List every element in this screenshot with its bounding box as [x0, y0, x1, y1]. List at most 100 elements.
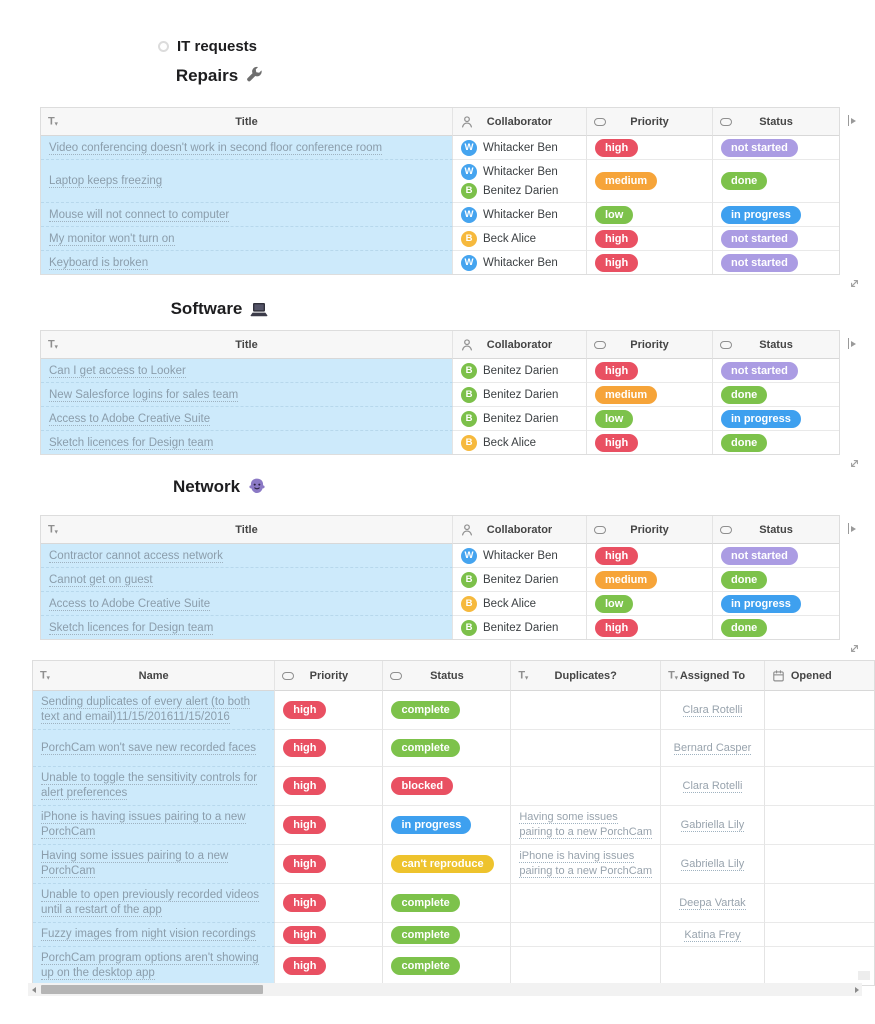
row-name-link[interactable]: Unable to toggle the sensitivity control… [41, 772, 258, 800]
status-cell[interactable]: in progress [713, 203, 839, 227]
status-cell[interactable]: not started [713, 544, 839, 568]
horizontal-scrollbar[interactable] [28, 983, 862, 996]
collaborator-cell[interactable]: B Beck Alice [453, 227, 587, 251]
assigned-to-link[interactable]: Bernard Casper [673, 742, 752, 755]
status-cell[interactable]: in progress [713, 592, 839, 616]
opened-cell[interactable] [764, 691, 874, 730]
collaborator-cell[interactable]: W Whitacker Ben [453, 203, 587, 227]
title-cell[interactable]: Access to Adobe Creative Suite [41, 592, 453, 616]
column-header-priority[interactable]: Priority [587, 516, 713, 544]
title-cell[interactable]: Contractor cannot access network [41, 544, 453, 568]
column-header-priority[interactable]: Priority [587, 108, 713, 136]
row-name-link[interactable]: Sending duplicates of every alert (to bo… [41, 696, 251, 724]
column-header-collaborator[interactable]: Collaborator [453, 108, 587, 136]
status-cell[interactable]: done [713, 568, 839, 592]
collaborator-cell[interactable]: B Benitez Darien [453, 616, 587, 639]
collaborator-cell[interactable]: W Whitacker Ben [453, 136, 587, 160]
add-column-icon[interactable] [848, 337, 856, 350]
status-cell[interactable]: can't reproduce [383, 845, 512, 884]
column-header-status[interactable]: Status [383, 661, 512, 691]
opened-cell[interactable] [764, 884, 874, 923]
assigned-to-cell[interactable]: Deepa Vartak [661, 884, 765, 923]
row-title-link[interactable]: Laptop keeps freezing [49, 175, 163, 188]
name-cell[interactable]: PorchCam program options aren't showing … [33, 947, 276, 985]
status-cell[interactable]: complete [383, 730, 512, 767]
row-name-link[interactable]: iPhone is having issues pairing to a new… [41, 811, 246, 839]
priority-cell[interactable]: high [275, 923, 384, 947]
priority-cell[interactable]: high [275, 884, 384, 923]
priority-cell[interactable]: low [587, 203, 713, 227]
column-header-collaborator[interactable]: Collaborator [453, 331, 587, 359]
opened-cell[interactable] [764, 806, 874, 845]
title-cell[interactable]: Access to Adobe Creative Suite [41, 407, 453, 431]
row-title-link[interactable]: Keyboard is broken [49, 256, 149, 270]
duplicates-cell[interactable] [511, 730, 662, 767]
status-cell[interactable]: done [713, 616, 839, 639]
column-header-title[interactable]: T▾ Title [41, 331, 453, 359]
status-cell[interactable]: not started [713, 359, 839, 383]
priority-cell[interactable]: medium [587, 568, 713, 592]
title-cell[interactable]: My monitor won't turn on [41, 227, 453, 251]
priority-cell[interactable]: high [275, 947, 384, 985]
priority-cell[interactable]: high [275, 806, 384, 845]
title-cell[interactable]: Video conferencing doesn't work in secon… [41, 136, 453, 160]
assigned-to-cell[interactable]: Clara Rotelli [661, 767, 765, 806]
column-header-assigned-to[interactable]: T▾ Assigned To [661, 661, 765, 691]
name-cell[interactable]: Having some issues pairing to a new Porc… [33, 845, 276, 884]
column-header-opened[interactable]: Opened [764, 661, 874, 691]
assigned-to-cell[interactable]: Gabriella Lily [661, 845, 765, 884]
status-cell[interactable]: in progress [383, 806, 512, 845]
row-name-link[interactable]: PorchCam won't save new recorded faces [41, 741, 257, 755]
priority-cell[interactable]: medium [587, 383, 713, 407]
row-name-link[interactable]: Unable to open previously recorded video… [41, 889, 259, 917]
title-cell[interactable]: Keyboard is broken [41, 251, 453, 274]
title-cell[interactable]: Mouse will not connect to computer [41, 203, 453, 227]
column-header-priority[interactable]: Priority [587, 331, 713, 359]
row-title-link[interactable]: My monitor won't turn on [49, 232, 175, 246]
duplicates-cell[interactable] [511, 884, 662, 923]
status-cell[interactable]: in progress [713, 407, 839, 431]
status-cell[interactable]: done [713, 431, 839, 454]
duplicates-cell[interactable]: iPhone is having issues pairing to a new… [511, 845, 662, 884]
name-cell[interactable]: PorchCam won't save new recorded faces [33, 730, 276, 767]
opened-cell[interactable] [764, 923, 874, 947]
duplicates-cell[interactable] [511, 691, 662, 730]
column-header-status[interactable]: Status [713, 108, 839, 136]
row-title-link[interactable]: Cannot get on guest [49, 573, 153, 587]
opened-cell[interactable] [764, 845, 874, 884]
row-title-link[interactable]: Sketch licences for Design team [49, 621, 214, 635]
column-header-title[interactable]: T▾ Title [41, 516, 453, 544]
duplicate-link[interactable]: iPhone is having issues pairing to a new… [519, 850, 653, 878]
assigned-to-link[interactable]: Katina Frey [684, 928, 741, 942]
status-cell[interactable]: complete [383, 691, 512, 730]
assigned-to-link[interactable]: Gabriella Lily [680, 858, 745, 871]
priority-cell[interactable]: low [587, 592, 713, 616]
column-header-name[interactable]: T▾ Name [33, 661, 276, 691]
column-header-status[interactable]: Status [713, 331, 839, 359]
collaborator-cell[interactable]: B Benitez Darien [453, 383, 587, 407]
column-header-priority[interactable]: Priority [275, 661, 384, 691]
priority-cell[interactable]: high [587, 359, 713, 383]
assigned-to-cell[interactable]: Bernard Casper [661, 730, 765, 767]
title-cell[interactable]: Sketch licences for Design team [41, 616, 453, 639]
priority-cell[interactable]: high [275, 845, 384, 884]
priority-cell[interactable]: high [587, 136, 713, 160]
name-cell[interactable]: Unable to toggle the sensitivity control… [33, 767, 276, 806]
table-resize-handle-icon[interactable] [849, 643, 860, 654]
table-resize-handle-icon[interactable] [849, 458, 860, 469]
assigned-to-link[interactable]: Clara Rotelli [682, 704, 743, 717]
duplicates-cell[interactable] [511, 923, 662, 947]
name-cell[interactable]: Unable to open previously recorded video… [33, 884, 276, 923]
collapse-toggle-icon[interactable] [157, 41, 169, 52]
name-cell[interactable]: Sending duplicates of every alert (to bo… [33, 691, 276, 730]
row-name-link[interactable]: PorchCam program options aren't showing … [41, 952, 259, 980]
title-cell[interactable]: New Salesforce logins for sales team [41, 383, 453, 407]
assigned-to-link[interactable]: Gabriella Lily [680, 819, 745, 832]
title-cell[interactable]: Laptop keeps freezing [41, 160, 453, 203]
row-title-link[interactable]: Can I get access to Looker [49, 364, 186, 378]
assigned-to-link[interactable]: Deepa Vartak [679, 897, 746, 910]
duplicates-cell[interactable] [511, 947, 662, 985]
collaborator-cell[interactable]: W Whitacker Ben [453, 544, 587, 568]
collaborator-cell[interactable]: W Whitacker Ben [453, 251, 587, 274]
opened-cell[interactable] [764, 767, 874, 806]
